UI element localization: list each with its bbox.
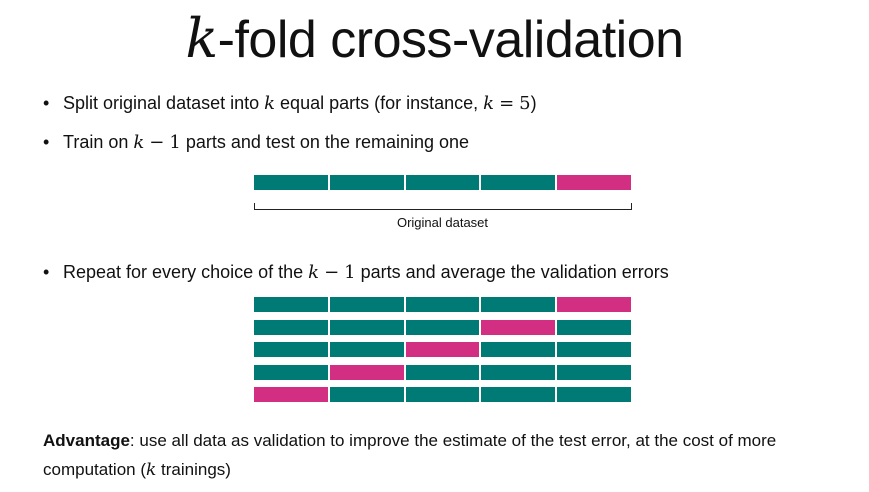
original-dataset-label: Original dataset: [396, 215, 489, 230]
math-k-equals-5: k = 5: [483, 93, 530, 114]
math-k-minus-1: k −1: [308, 262, 355, 283]
train-fold-segment: [481, 297, 558, 312]
dataset-bracket: [254, 203, 632, 210]
math-operator: =: [499, 93, 515, 114]
test-fold-segment: [557, 297, 631, 312]
train-fold-segment: [405, 175, 482, 190]
bullet-text: Split original dataset into: [63, 93, 265, 113]
advantage-text-end: trainings): [156, 460, 231, 479]
train-fold-segment: [405, 387, 482, 402]
title-text: -fold cross-validation: [217, 11, 684, 69]
bullet-text: equal parts (for instance,: [275, 93, 484, 113]
train-fold-segment: [254, 342, 330, 357]
train-fold-segment: [481, 364, 558, 380]
page-title: k-fold cross-validation: [0, 2, 869, 77]
math-k: k: [146, 460, 157, 480]
advantage-note: Advantage: use all data as validation to…: [43, 426, 843, 485]
bullet-text: Repeat for every choice of the: [63, 262, 309, 282]
math-var: k: [133, 132, 145, 153]
train-fold-segment: [254, 175, 330, 190]
bullet-repeat: • Repeat for every choice of the k −1 part…: [43, 260, 669, 285]
train-fold-segment: [481, 175, 558, 190]
original-dataset-bar: [254, 175, 631, 190]
advantage-label: Advantage: [43, 431, 130, 450]
bullet-text: Train on: [63, 132, 134, 152]
advantage-text: : use all data as validation to improve …: [43, 431, 777, 479]
test-fold-segment: [481, 319, 558, 335]
bullet-split: • Split original dataset into k equal par…: [43, 91, 537, 116]
train-fold-segment: [557, 364, 631, 380]
math-k-minus-1: k −1: [133, 132, 180, 153]
train-fold-segment: [254, 297, 330, 312]
train-fold-segment: [557, 387, 631, 402]
math-number: 1: [169, 132, 181, 153]
fold-row: [254, 387, 631, 402]
train-fold-segment: [329, 319, 406, 335]
train-fold-segment: [557, 342, 631, 357]
train-fold-segment: [254, 319, 330, 335]
bullet-dot: •: [43, 93, 50, 113]
test-fold-segment: [405, 342, 482, 357]
fold-row: [254, 319, 631, 335]
train-fold-segment: [329, 342, 406, 357]
title-k-variable: k: [185, 7, 218, 70]
fold-row: [254, 364, 631, 380]
math-var: k: [483, 93, 495, 114]
fold-row: [254, 297, 631, 312]
bullet-text: ): [530, 93, 537, 113]
fold-row: [254, 342, 631, 357]
math-number: 5: [519, 93, 531, 114]
math-k: k: [264, 93, 276, 114]
math-number: 1: [344, 262, 356, 283]
bullet-train: • Train on k −1 parts and test on the rema…: [43, 130, 469, 155]
train-fold-segment: [481, 387, 558, 402]
train-fold-segment: [405, 297, 482, 312]
train-fold-segment: [405, 364, 482, 380]
math-operator: −: [324, 262, 340, 283]
test-fold-segment: [254, 387, 330, 402]
train-fold-segment: [405, 319, 482, 335]
train-fold-segment: [557, 319, 631, 335]
math-var: k: [308, 262, 320, 283]
bullet-dot: •: [43, 132, 50, 152]
train-fold-segment: [329, 297, 406, 312]
bullet-text: parts and test on the remaining one: [180, 132, 470, 152]
train-fold-segment: [254, 364, 330, 380]
train-fold-segment: [481, 342, 558, 357]
test-fold-segment: [557, 175, 631, 190]
bullet-text: parts and average the validation errors: [355, 262, 669, 282]
train-fold-segment: [329, 175, 406, 190]
math-operator: −: [149, 132, 165, 153]
test-fold-segment: [329, 364, 406, 380]
bullet-dot: •: [43, 262, 50, 282]
train-fold-segment: [329, 387, 406, 402]
